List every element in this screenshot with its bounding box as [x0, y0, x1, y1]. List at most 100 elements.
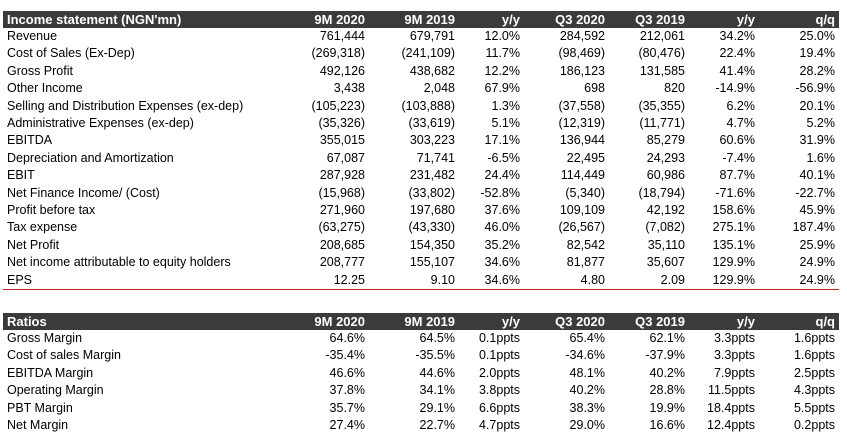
- table-row: Net Finance Income/ (Cost) (15,968) (33,80…: [3, 185, 839, 202]
- table-row: Operating Margin 37.8% 34.1% 3.8ppts 40.2% 28…: [3, 382, 839, 399]
- table-cell: 355,015: [319, 133, 365, 148]
- table-cell: -35.4%: [325, 348, 365, 363]
- table-cell: 186,123: [559, 63, 605, 78]
- ratios-table: Ratios 9M 2020 9M 2019 y/y Q3 2020 Q3 2019 y/y…: [3, 313, 839, 434]
- table-cell: 24.9%: [799, 255, 835, 270]
- table-cell: 34.6%: [459, 271, 524, 291]
- table-row: Selling and Distribution Expenses (ex-de…: [3, 98, 839, 115]
- income-statement-body: Revenue 761,444 679,791 12.0% 284,592 212,061…: [3, 28, 839, 291]
- table-cell: 37.8%: [329, 383, 365, 398]
- table-row: Gross Profit 492,126 438,682 12.2% 186,123 13…: [3, 63, 839, 80]
- table-cell: 6.2%: [726, 98, 756, 113]
- table-cell: (35,326): [318, 116, 365, 131]
- table-cell: 45.9%: [799, 203, 835, 218]
- table-cell: 3,438: [333, 81, 365, 96]
- row-label: EBITDA Margin: [7, 365, 94, 380]
- table-cell: 2,048: [423, 81, 455, 96]
- table-cell: 5.2%: [806, 116, 836, 131]
- table-cell: (26,567): [558, 220, 605, 235]
- column-header: Q3 2019: [609, 313, 689, 330]
- table-cell: 284,592: [559, 29, 605, 43]
- table-cell: 28.2%: [799, 63, 835, 78]
- table-cell: 197,680: [409, 203, 455, 218]
- row-label: Cost of sales Margin: [7, 348, 121, 363]
- table-cell: 24.4%: [484, 168, 520, 183]
- table-cell: 303,223: [409, 133, 455, 148]
- table-cell: (12,319): [558, 116, 605, 131]
- table-cell: -34.6%: [565, 348, 605, 363]
- table-cell: 44.6%: [419, 365, 455, 380]
- table-cell: 67.9%: [484, 81, 520, 96]
- table-cell: 679,791: [409, 29, 455, 43]
- row-label: Depreciation and Amortization: [7, 150, 174, 165]
- row-label: PBT Margin: [7, 400, 73, 415]
- table-cell: 35.2%: [484, 237, 520, 252]
- table-cell: (5,340): [565, 185, 605, 200]
- table-cell: -7.4%: [722, 150, 755, 165]
- table-cell: 48.1%: [569, 365, 605, 380]
- column-header: q/q: [759, 313, 839, 330]
- row-label: Net Margin: [7, 418, 69, 433]
- table-cell: 275.1%: [712, 220, 755, 235]
- row-label: Net Finance Income/ (Cost): [7, 185, 160, 200]
- table-cell: 2.09: [609, 271, 689, 291]
- table-row: EBITDA 355,015 303,223 17.1% 136,944 85,279 60…: [3, 132, 839, 149]
- table-cell: 24,293: [646, 150, 685, 165]
- row-label: Cost of Sales (Ex-Dep): [7, 46, 135, 61]
- column-header: y/y: [459, 313, 524, 330]
- table-cell: 62.1%: [649, 331, 685, 345]
- table-cell: 60.6%: [719, 133, 755, 148]
- table-cell: 131,585: [639, 63, 685, 78]
- table-cell: 154,350: [409, 237, 455, 252]
- table-cell: 82,542: [566, 237, 605, 252]
- table-cell: 35,607: [646, 255, 685, 270]
- table-row: Tax expense (63,275) (43,330) 46.0% (26,567)…: [3, 219, 839, 236]
- row-label: Net income attributable to equity holder…: [7, 255, 231, 270]
- table-cell: 22.4%: [719, 46, 755, 61]
- column-header: 9M 2020: [299, 11, 369, 28]
- column-header: y/y: [689, 313, 759, 330]
- table-cell: 698: [584, 81, 605, 96]
- table-row: Revenue 761,444 679,791 12.0% 284,592 212,061…: [3, 28, 839, 45]
- table-cell: 31.9%: [799, 133, 835, 148]
- table-cell: 35,110: [647, 237, 685, 252]
- column-header: 9M 2019: [369, 313, 459, 330]
- table-cell: 22,495: [566, 150, 605, 165]
- table-cell: 135.1%: [712, 237, 755, 252]
- row-label: Selling and Distribution Expenses (ex-de…: [7, 98, 244, 113]
- table-cell: 4.7ppts: [478, 418, 520, 433]
- row-label: Revenue: [7, 29, 58, 43]
- table-cell: 35.7%: [329, 400, 365, 415]
- table-cell: 25.0%: [799, 29, 835, 43]
- table-cell: (37,558): [558, 98, 605, 113]
- row-label: Other Income: [7, 81, 83, 96]
- table-cell: (105,223): [311, 98, 365, 113]
- table-cell: 12.25: [299, 271, 369, 291]
- table-cell: 16.6%: [649, 418, 685, 433]
- table-cell: 41.4%: [719, 63, 755, 78]
- table-cell: 18.4ppts: [707, 400, 755, 415]
- table-cell: 208,685: [319, 237, 365, 252]
- table-cell: 81,877: [566, 255, 605, 270]
- table-cell: (11,771): [639, 116, 685, 131]
- table-row: Gross Margin 64.6% 64.5% 0.1ppts 65.4% 62.1% 3…: [3, 330, 839, 347]
- column-header: Q3 2020: [524, 11, 609, 28]
- column-header: Q3 2020: [524, 313, 609, 330]
- table-row: Depreciation and Amortization 67,087 71,74…: [3, 150, 839, 167]
- table-cell: 109,109: [559, 203, 605, 218]
- table-cell: 40.1%: [799, 168, 835, 183]
- table-row: Net income attributable to equity holder…: [3, 254, 839, 271]
- table-cell: 0.2ppts: [793, 418, 835, 433]
- table-cell: 12.4ppts: [707, 418, 755, 433]
- table-cell: -6.5%: [487, 150, 520, 165]
- ratios-header-row: Ratios 9M 2020 9M 2019 y/y Q3 2020 Q3 2019 y/y…: [3, 313, 839, 330]
- table-cell: 5.1%: [491, 116, 521, 131]
- table-cell: 5.5ppts: [793, 400, 835, 415]
- table-cell: 4.3ppts: [793, 383, 835, 398]
- column-header: 9M 2020: [299, 313, 369, 330]
- table-cell: 6.6ppts: [478, 400, 520, 415]
- table-cell: 24.9%: [759, 271, 839, 291]
- table-cell: 820: [664, 81, 685, 96]
- table-cell: -35.5%: [415, 348, 455, 363]
